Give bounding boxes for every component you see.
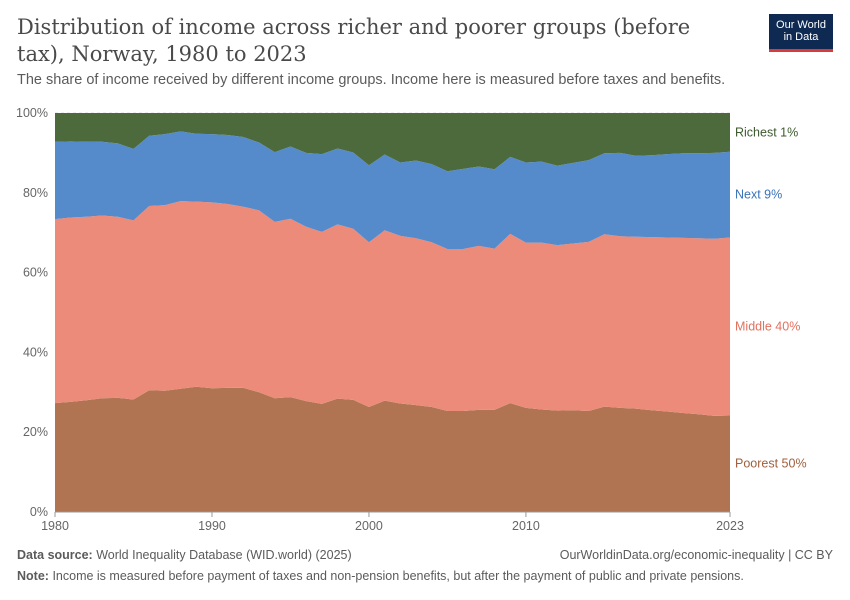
chart-note: Note: Income is measured before payment … [17,569,744,583]
note-text: Income is measured before payment of tax… [52,569,744,583]
x-tick-label: 2010 [512,519,540,533]
series-label: Middle 40% [735,319,800,333]
license-link[interactable]: OurWorldinData.org/economic-inequality |… [559,548,833,562]
stacked-area-chart: 0% 20% 40% 60% 80% 100% 1980 1990 2000 2010 2023 P… [16,106,807,533]
data-source: Data source: World Inequality Database (… [17,548,352,562]
area-middle-40-[interactable] [55,201,730,416]
chart-area: 0% 20% 40% 60% 80% 100% 1980 1990 2000 2010 2023 P… [0,100,850,540]
logo-line-1: Our World [776,19,826,31]
y-tick-label: 40% [23,345,48,359]
y-tick-label: 60% [23,266,48,280]
x-tick-label: 2023 [716,519,744,533]
area-richest-1-[interactable] [55,113,730,172]
series-label: Next 9% [735,188,782,202]
series-label: Poorest 50% [735,457,807,471]
y-tick-label: 20% [23,425,48,439]
axes: 0% 20% 40% 60% 80% 100% 1980 1990 2000 2010 2023 [16,106,744,533]
chart-subtitle: The share of income received by differen… [17,72,726,88]
series-label: Richest 1% [735,125,798,139]
owid-logo[interactable]: Our World in Data [769,14,833,52]
area-series-group [55,113,730,512]
series-labels: Poorest 50% Middle 40% Next 9% Richest 1% [735,125,807,470]
x-tick-label: 2000 [355,519,383,533]
y-tick-label: 80% [23,186,48,200]
y-tick-label: 0% [30,505,48,519]
source-label: Data source: [17,548,93,562]
x-tick-label: 1990 [198,519,226,533]
source-text[interactable]: World Inequality Database (WID.world) (2… [96,548,352,562]
y-tick-label: 100% [16,106,48,120]
chart-title: Distribution of income across richer and… [17,15,691,66]
note-label: Note: [17,569,49,583]
area-next-9-[interactable] [55,131,730,250]
area-poorest-50-[interactable] [55,386,730,512]
logo-line-2: in Data [783,31,819,43]
x-tick-label: 1980 [41,519,69,533]
